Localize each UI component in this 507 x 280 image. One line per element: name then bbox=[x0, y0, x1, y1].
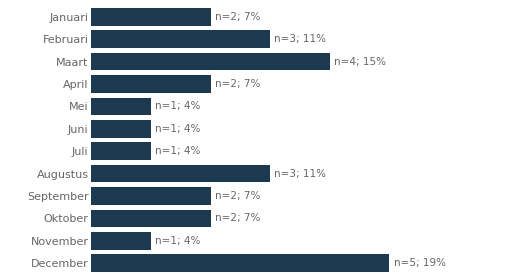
Text: n=1; 4%: n=1; 4% bbox=[155, 146, 200, 156]
Bar bbox=[91, 53, 330, 70]
Text: n=3; 11%: n=3; 11% bbox=[274, 34, 327, 44]
Bar bbox=[91, 210, 210, 227]
Bar bbox=[91, 98, 151, 115]
Text: n=5; 19%: n=5; 19% bbox=[393, 258, 446, 268]
Bar bbox=[91, 31, 270, 48]
Bar bbox=[91, 75, 210, 93]
Text: n=1; 4%: n=1; 4% bbox=[155, 124, 200, 134]
Text: n=3; 11%: n=3; 11% bbox=[274, 169, 327, 179]
Bar bbox=[91, 143, 151, 160]
Bar bbox=[91, 187, 210, 205]
Bar bbox=[91, 232, 151, 249]
Text: n=2; 7%: n=2; 7% bbox=[215, 79, 260, 89]
Bar bbox=[91, 8, 210, 25]
Text: n=2; 7%: n=2; 7% bbox=[215, 191, 260, 201]
Bar bbox=[91, 120, 151, 137]
Text: n=2; 7%: n=2; 7% bbox=[215, 12, 260, 22]
Bar bbox=[91, 255, 389, 272]
Bar bbox=[91, 165, 270, 182]
Text: n=1; 4%: n=1; 4% bbox=[155, 101, 200, 111]
Text: n=1; 4%: n=1; 4% bbox=[155, 236, 200, 246]
Text: n=4; 15%: n=4; 15% bbox=[334, 57, 386, 67]
Text: n=2; 7%: n=2; 7% bbox=[215, 213, 260, 223]
